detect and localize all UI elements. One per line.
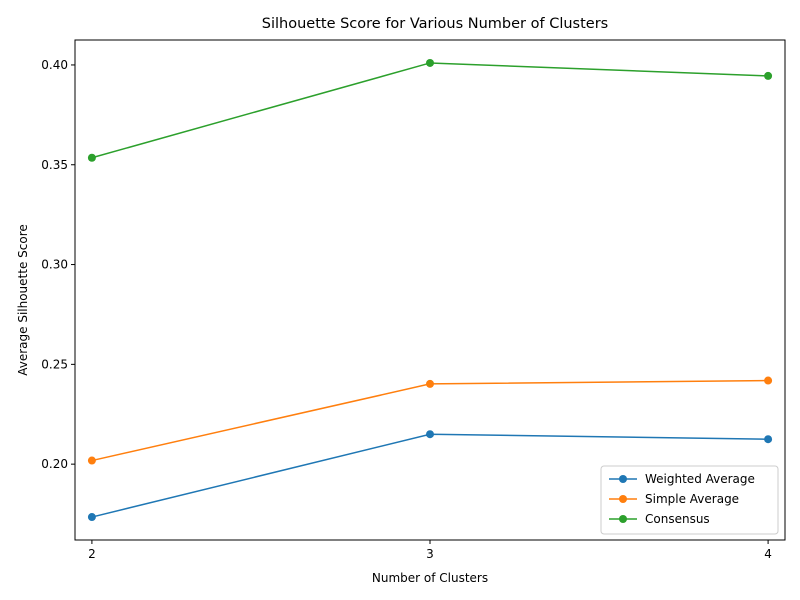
data-point-simple-average xyxy=(87,456,96,465)
series-line-simple-average xyxy=(91,379,769,462)
data-point-consensus xyxy=(426,58,434,67)
y-axis-label: Average Silhouette Score xyxy=(16,224,30,376)
y-axis-ticks: 0.20 0.25 0.30 0.35 0.40 xyxy=(41,58,75,471)
y-tick-label: 0.20 xyxy=(41,457,68,471)
legend-item-consensus: Consensus xyxy=(609,512,710,526)
x-tick-label: 4 xyxy=(764,547,772,561)
plot-area xyxy=(74,39,786,541)
legend-label: Simple Average xyxy=(645,492,739,506)
y-tick-label: 0.25 xyxy=(41,357,68,371)
series-line-consensus xyxy=(91,62,769,159)
legend-swatch-marker xyxy=(619,475,627,483)
data-point-simple-average xyxy=(764,376,773,385)
legend-swatch-marker xyxy=(619,515,627,523)
plot-frame xyxy=(74,39,786,541)
series-simple-average xyxy=(87,376,773,465)
data-point-consensus xyxy=(87,153,96,162)
data-point-simple-average xyxy=(426,379,434,388)
y-tick-label: 0.30 xyxy=(41,258,68,272)
legend-swatch-marker xyxy=(619,495,627,503)
legend-label: Weighted Average xyxy=(645,472,755,486)
legend: Weighted Average Simple Average Consensus xyxy=(600,465,779,535)
data-point-weighted-average xyxy=(87,513,96,522)
series-consensus xyxy=(87,58,773,162)
x-axis-ticks: 2 3 4 xyxy=(88,540,772,561)
data-point-consensus xyxy=(764,71,773,80)
legend-item-simple-average: Simple Average xyxy=(609,492,739,506)
legend-item-weighted-average: Weighted Average xyxy=(609,472,755,486)
y-tick-label: 0.40 xyxy=(41,58,68,72)
data-point-weighted-average xyxy=(764,435,773,444)
series-weighted-average xyxy=(87,430,773,522)
x-tick-label: 2 xyxy=(88,547,96,561)
legend-label: Consensus xyxy=(645,512,710,526)
data-point-weighted-average xyxy=(426,430,434,439)
x-tick-label: 3 xyxy=(426,547,434,561)
legend-box xyxy=(600,465,779,535)
y-tick-label: 0.35 xyxy=(41,158,68,172)
series-group xyxy=(87,58,773,522)
chart-title: Silhouette Score for Various Number of C… xyxy=(262,16,608,32)
x-axis-label: Number of Clusters xyxy=(372,571,488,585)
